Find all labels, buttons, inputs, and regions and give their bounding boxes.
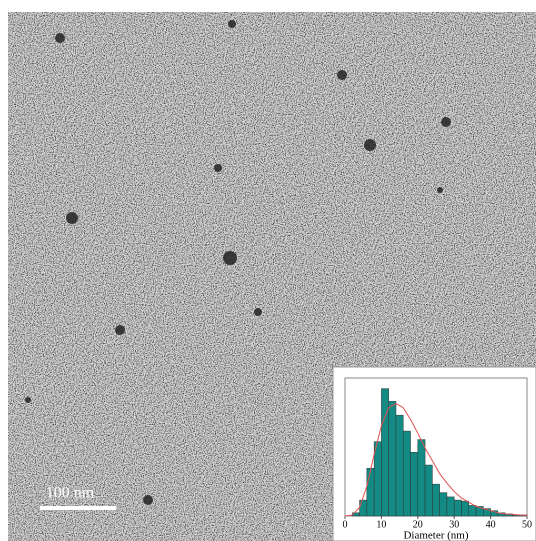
bar: [453, 499, 462, 517]
bar: [395, 414, 404, 517]
bar: [381, 388, 389, 517]
x-tick-label: 30: [449, 519, 459, 530]
bar: [468, 505, 477, 517]
fit-curve: [344, 402, 528, 517]
bar: [461, 500, 470, 517]
x-tick-label: 50: [522, 519, 532, 530]
scale-label: 100 nm: [46, 485, 95, 502]
x-axis-label: Diameter (nm): [403, 530, 468, 541]
x-tick-label: 40: [486, 519, 496, 530]
bar: [432, 483, 440, 517]
x-tick-label: 0: [343, 519, 348, 530]
bar: [424, 464, 433, 517]
bar: [402, 430, 411, 517]
bar: [388, 401, 397, 517]
bar: [359, 499, 368, 517]
bar: [439, 492, 448, 517]
bar: [373, 441, 382, 517]
bar: [410, 452, 419, 517]
bar: [446, 496, 455, 517]
bar: [366, 467, 375, 517]
bar: [417, 439, 426, 517]
x-tick-label: 20: [413, 519, 423, 530]
x-tick-label: 10: [376, 519, 386, 530]
particles: [25, 20, 451, 505]
